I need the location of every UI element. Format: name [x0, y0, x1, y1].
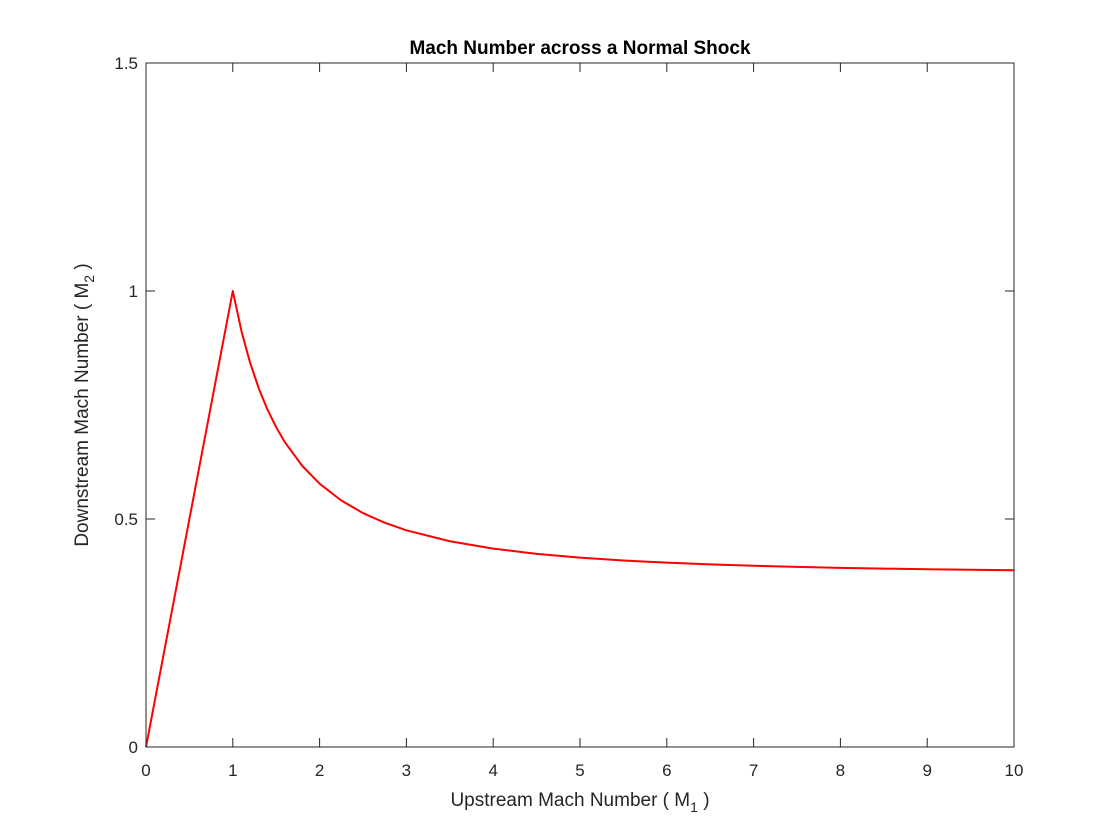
chart-title: Mach Number across a Normal Shock: [409, 38, 750, 59]
x-tick-label: 0: [141, 761, 150, 780]
y-tick-label: 1: [129, 282, 138, 301]
x-tick-label: 6: [662, 761, 671, 780]
x-axis-title-subscript: 1: [690, 799, 698, 815]
x-tick-label: 1: [228, 761, 237, 780]
x-axis-title-main: Upstream Mach Number ( M: [450, 790, 690, 811]
y-tick-label: 0.5: [114, 510, 138, 529]
x-tick-label: 10: [1005, 761, 1024, 780]
y-tick-label: 1.5: [114, 54, 138, 73]
x-tick-label: 4: [488, 761, 497, 780]
axes-box: [145, 62, 1015, 748]
x-axis-title: Upstream Mach Number ( M1 ): [450, 790, 709, 815]
plot-area: [146, 63, 1014, 747]
x-tick-label: 3: [402, 761, 411, 780]
y-tick-label: 0: [129, 738, 138, 757]
y-axis-title-subscript: 2: [81, 275, 97, 283]
x-tick-label: 5: [575, 761, 584, 780]
y-axis-title-main: Downstream Mach Number ( M: [72, 283, 93, 547]
y-axis-title-suffix: ): [72, 263, 93, 275]
y-axis-title: Downstream Mach Number ( M2 ): [72, 263, 97, 546]
series-layer: [145, 290, 1015, 748]
x-tick-label: 7: [749, 761, 758, 780]
x-tick-label: 9: [922, 761, 931, 780]
series-line: [145, 290, 1015, 748]
ticks-layer: 0 1 2 3 4 5 6 7 8 9 10 0 0.5 1 1.5: [114, 54, 1023, 780]
x-tick-label: 8: [836, 761, 845, 780]
x-axis-title-suffix: ): [698, 790, 710, 811]
x-tick-label: 2: [315, 761, 324, 780]
